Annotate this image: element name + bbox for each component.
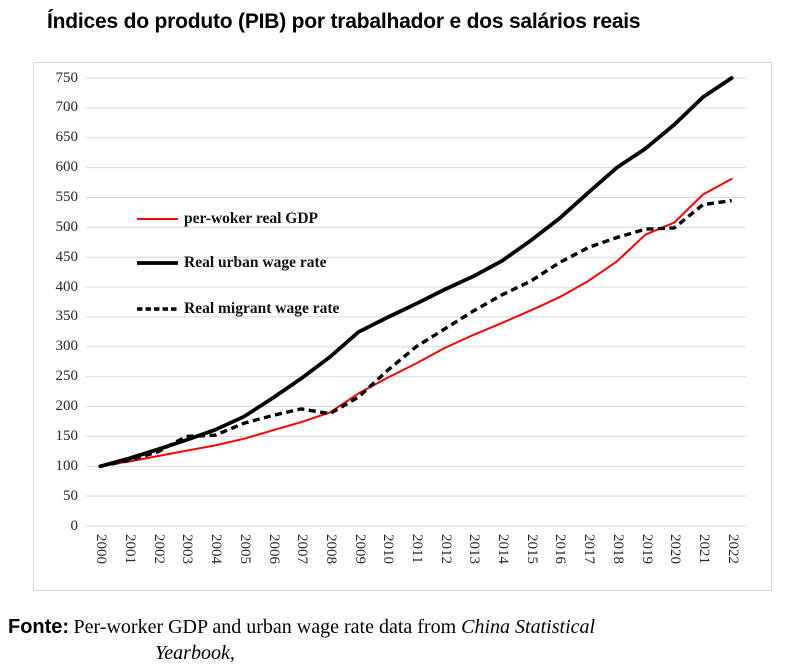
y-tick-label-100: 100: [55, 457, 79, 474]
x-tick-label-2005: 2005: [236, 534, 253, 564]
y-tick-label-50: 50: [63, 487, 78, 504]
source-text: Per-worker GDP and urban wage rate data …: [73, 616, 462, 638]
y-tick-label-300: 300: [55, 338, 79, 355]
source-italic-2: Yearbook,: [155, 642, 235, 664]
page-title: Índices do produto (PIB) por trabalhador…: [47, 10, 641, 33]
plot-area: per-woker real GDP Real urban wage rate …: [86, 76, 746, 527]
source-line2: Yearbook,: [155, 642, 788, 665]
x-tick-label-2009: 2009: [351, 534, 368, 564]
y-tick-label-450: 450: [55, 248, 79, 265]
y-tick-label-150: 150: [55, 427, 79, 444]
x-tick-label-2007: 2007: [294, 534, 311, 564]
x-tick-label-2001: 2001: [122, 534, 139, 564]
x-tick-label-2000: 2000: [93, 534, 110, 564]
x-tick-label-2010: 2010: [380, 534, 397, 564]
x-tick-label-2022: 2022: [724, 534, 741, 564]
y-tick-label-650: 650: [55, 129, 79, 146]
y-tick-label-0: 0: [70, 517, 79, 534]
x-tick-label-2012: 2012: [437, 534, 454, 564]
y-tick-label-500: 500: [55, 218, 79, 235]
y-tick-label-750: 750: [55, 69, 79, 86]
x-tick-label-2013: 2013: [466, 534, 483, 564]
x-tick-label-2011: 2011: [409, 534, 425, 564]
y-tick-label-350: 350: [55, 308, 79, 325]
y-tick-label-200: 200: [55, 398, 79, 415]
y-tick-label-250: 250: [55, 368, 79, 385]
chart-frame: 0 50 100 150 200 250 300 350 400 450 500 550 600 650 7…: [33, 62, 772, 591]
source-label: Fonte:: [8, 616, 70, 638]
x-tick-label-2021: 2021: [695, 534, 712, 564]
x-tick-label-2014: 2014: [495, 534, 512, 564]
plot-svg: [86, 76, 746, 527]
y-tick-label-700: 700: [55, 99, 79, 116]
y-tick-label-400: 400: [55, 278, 79, 295]
x-tick-label-2006: 2006: [265, 534, 282, 564]
source-italic-1: China Statistical: [461, 616, 596, 638]
source-note: Fonte: Per-worker GDP and urban wage rat…: [8, 616, 788, 665]
y-tick-label-550: 550: [55, 188, 79, 205]
x-tick-label-2015: 2015: [523, 534, 540, 564]
source-line1: Fonte: Per-worker GDP and urban wage rat…: [8, 616, 788, 639]
x-tick-label-2016: 2016: [552, 534, 569, 564]
x-tick-label-2018: 2018: [609, 534, 626, 564]
x-tick-label-2004: 2004: [208, 534, 225, 564]
series-line-0: [99, 177, 733, 468]
y-axis-labels: 0 50 100 150 200 250 300 350 400 450 500 550 600 650 7…: [34, 63, 79, 592]
series-line-2: [99, 198, 732, 468]
x-tick-label-2019: 2019: [638, 534, 655, 564]
y-tick-label-600: 600: [55, 159, 79, 176]
x-tick-label-2020: 2020: [667, 534, 684, 564]
x-tick-label-2017: 2017: [581, 534, 598, 564]
series-line-1: [98, 76, 734, 469]
x-tick-label-2008: 2008: [322, 534, 339, 564]
x-tick-label-2002: 2002: [150, 534, 167, 564]
x-tick-label-2003: 2003: [179, 534, 196, 564]
